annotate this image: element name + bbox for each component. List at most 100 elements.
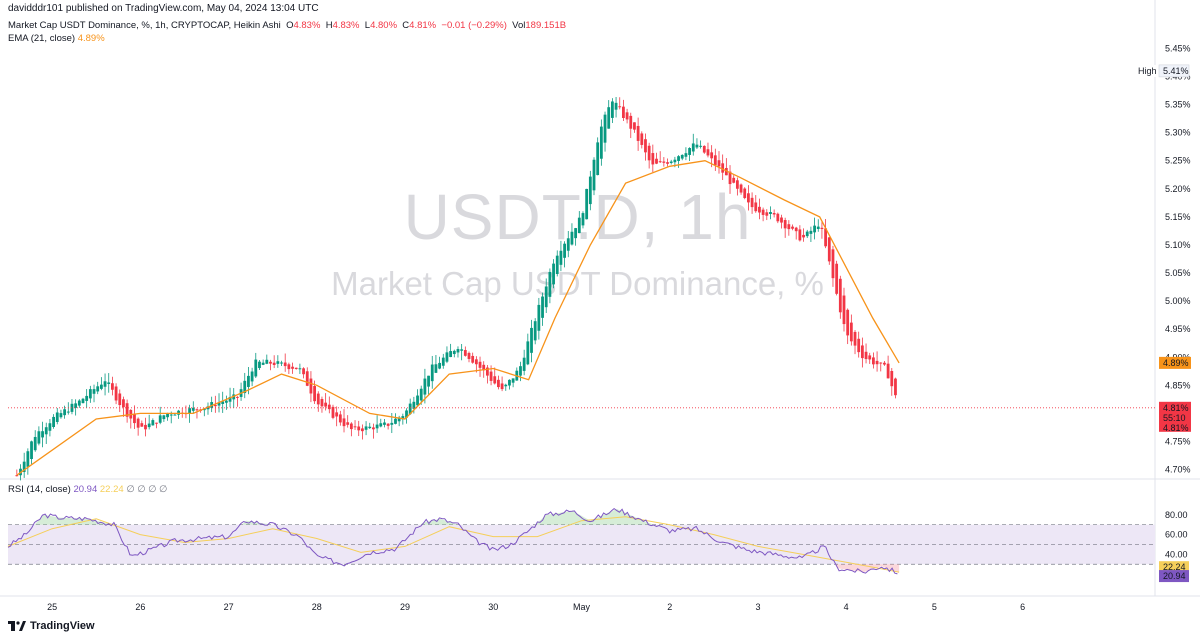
candle-body	[662, 161, 666, 163]
candle-body	[842, 295, 846, 325]
candle-body	[335, 412, 339, 417]
candle-body	[743, 188, 747, 199]
candle-body	[26, 451, 30, 467]
time-axis-tick: May	[573, 602, 591, 612]
candle-body	[761, 209, 765, 215]
candle-body	[894, 378, 897, 396]
candle-body	[603, 114, 607, 143]
candle-body	[81, 398, 85, 404]
candle-body	[122, 399, 125, 408]
candle-body	[224, 400, 228, 403]
candle-body	[530, 327, 533, 353]
candle-body	[802, 234, 805, 238]
candle-body	[261, 362, 265, 365]
candle-body	[864, 351, 868, 360]
candle-body	[791, 226, 794, 229]
candle-body	[386, 423, 390, 426]
candle-body	[360, 428, 364, 432]
rsi-ma-badge-text: 22.24	[1163, 562, 1186, 572]
last-price-badge	[1159, 401, 1191, 432]
candle-body	[831, 249, 835, 279]
candle-body	[247, 375, 250, 387]
symbol-legend: Market Cap USDT Dominance, %, 1h, CRYPTO…	[8, 20, 566, 31]
candle-body	[195, 409, 199, 411]
rsi-overbought-fill	[535, 508, 654, 525]
candle-body	[88, 389, 92, 399]
tradingview-logo-icon	[8, 621, 26, 632]
candle-body	[533, 321, 537, 341]
candle-body	[265, 359, 269, 364]
candle-body	[588, 176, 592, 205]
candle-body	[574, 228, 578, 239]
candle-body	[497, 379, 500, 388]
last-price-text: 4.81%	[1163, 403, 1189, 413]
candle-body	[732, 177, 736, 183]
time-axis-tick: 28	[312, 602, 322, 612]
candle-body	[96, 386, 100, 392]
candle-body	[272, 362, 276, 365]
candle-body	[379, 423, 383, 427]
candle-body	[522, 357, 526, 371]
rsi-ma-line	[7, 516, 900, 573]
candle-body	[820, 227, 824, 229]
candle-body	[228, 396, 232, 402]
ema-line	[16, 160, 900, 476]
candle-body	[508, 379, 511, 386]
candle-body	[302, 368, 305, 375]
candle-body	[405, 410, 408, 418]
candle-body	[140, 423, 144, 427]
candle-body	[166, 413, 169, 418]
candle-body	[541, 296, 544, 318]
ohlc-change: −0.01 (−0.29%)	[441, 20, 507, 31]
candle-body	[368, 426, 372, 429]
price-axis-tick: 5.05%	[1165, 268, 1191, 278]
candle-body	[728, 171, 732, 185]
candle-body	[269, 361, 272, 364]
candle-body	[824, 228, 828, 247]
candle-body	[103, 381, 107, 387]
candle-body	[485, 367, 489, 376]
rsi-line	[7, 507, 898, 575]
candle-body	[74, 403, 78, 408]
rsi-badge	[1159, 570, 1189, 583]
candle-body	[717, 160, 721, 167]
candle-body	[677, 156, 680, 161]
symbol-line: Market Cap USDT Dominance, %, 1h, CRYPTO…	[8, 20, 281, 31]
candle-body	[44, 427, 48, 435]
candle-body	[364, 426, 368, 430]
candle-body	[92, 389, 96, 394]
time-axis-tick: 25	[47, 602, 57, 612]
candle-body	[813, 225, 816, 233]
candle-body	[883, 362, 886, 365]
candle-body	[423, 378, 427, 395]
candle-body	[430, 364, 434, 382]
candle-body	[357, 426, 361, 431]
candle-body	[592, 159, 596, 191]
candle-body	[408, 403, 412, 415]
candle-body	[213, 404, 217, 407]
candle-body	[504, 384, 508, 387]
rsi-extra: ∅ ∅ ∅ ∅	[126, 484, 168, 495]
candle-body	[890, 370, 894, 387]
candle-body	[254, 359, 258, 377]
candle-body	[769, 211, 772, 215]
candle-body	[118, 393, 122, 406]
candle-body	[482, 364, 486, 371]
candle-body	[456, 349, 460, 353]
candle-body	[441, 357, 445, 366]
candle-body	[309, 378, 313, 394]
candle-body	[37, 431, 41, 444]
candle-body	[872, 357, 875, 365]
price-axis-tick: 5.30%	[1165, 128, 1191, 138]
price-axis-tick: 5.35%	[1165, 100, 1191, 110]
candle-body	[511, 378, 515, 383]
candle-body	[684, 153, 688, 157]
time-axis-tick: 27	[224, 602, 234, 612]
candle-body	[647, 145, 651, 161]
candle-body	[107, 382, 111, 385]
candle-body	[857, 338, 861, 353]
candle-body	[250, 371, 254, 382]
watermark-symbol: USDT.D, 1h	[403, 181, 752, 253]
candle-body	[41, 431, 44, 438]
